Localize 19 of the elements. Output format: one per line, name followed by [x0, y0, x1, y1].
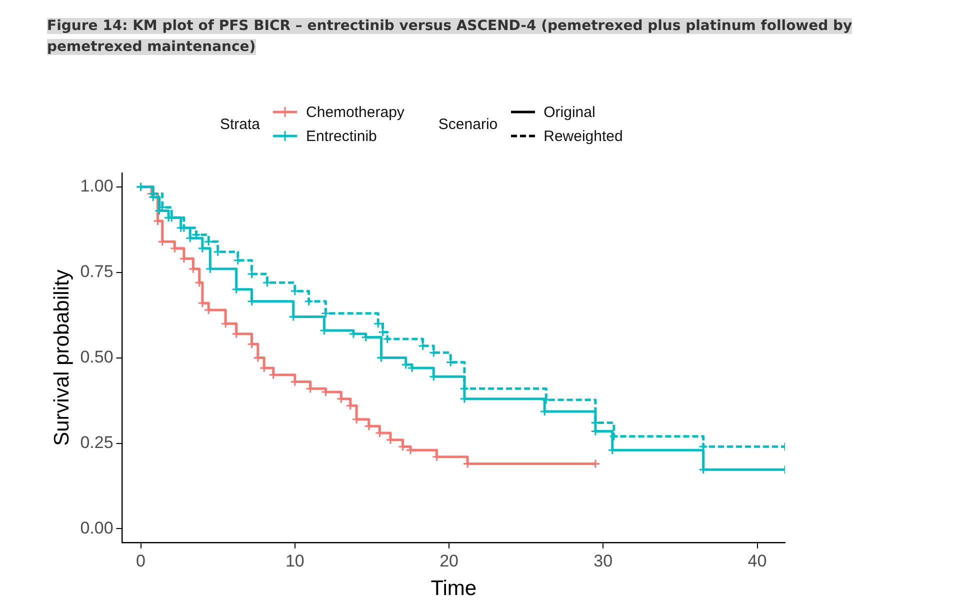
x-tick-label: 0: [136, 551, 146, 570]
x-tick-label: 20: [440, 551, 458, 570]
text: Scenario: [438, 116, 498, 132]
text: Original: [544, 104, 596, 120]
y-tick-label: 0.25: [80, 432, 114, 452]
y-tick-label: 0.75: [80, 262, 114, 282]
text: Reweighted: [544, 128, 623, 144]
y-tick-label: 0.50: [80, 347, 114, 366]
legend-label: Entrectinib: [306, 128, 377, 144]
x-tick-label: 10: [285, 551, 304, 570]
y-tick-label: 1.00: [80, 176, 114, 196]
x-axis-title: Time: [430, 577, 477, 600]
chart-title: Figure 14: KM plot of PFS BICR – entrectinib versus ASCEND-4 (pemetrexed plus platinum followed by pemetrexed maintenance): [47, 18, 852, 55]
legend-label: Chemotherapy: [306, 104, 404, 120]
x-tick-label: 30: [594, 551, 613, 570]
legend-title: Strata: [220, 116, 260, 132]
y-axis-title: Survival probability: [50, 269, 74, 446]
x-tick-label: 40: [748, 551, 767, 570]
y-tick-label: 0.00: [80, 518, 114, 538]
